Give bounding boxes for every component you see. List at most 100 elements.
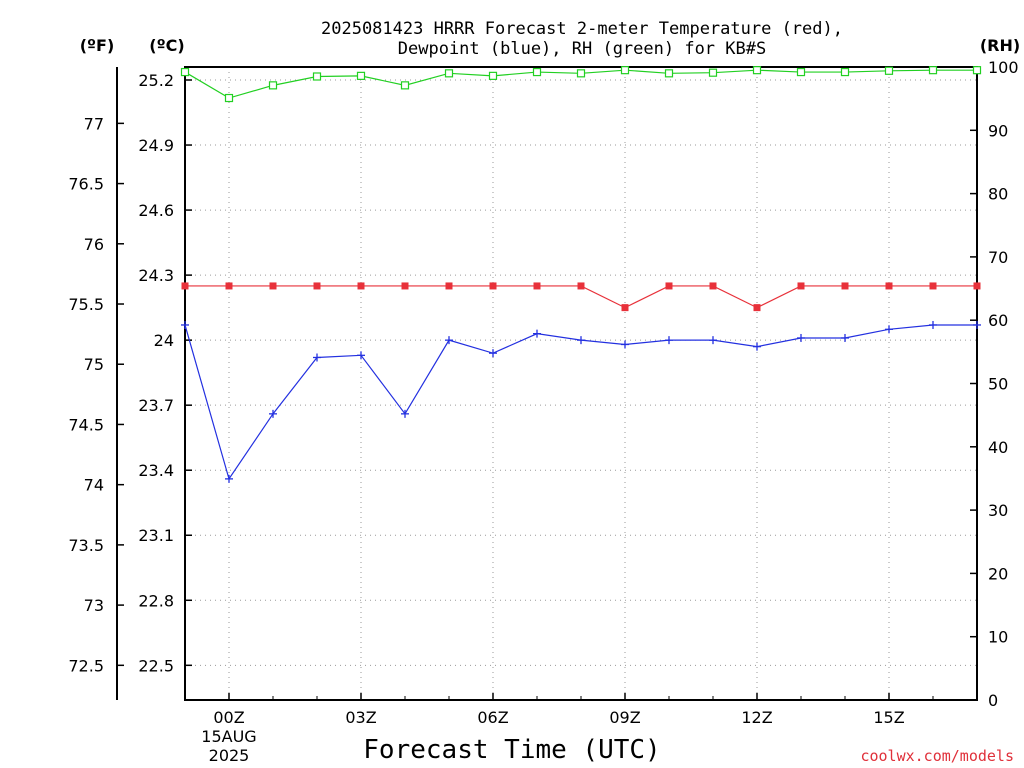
tick-labels: 25.2 24.9 24.6 24.3 24 23.7 23.4 23.1 22.8 22.5 77… [68, 58, 1018, 765]
celsius-unit-label: (ºC) [149, 36, 184, 55]
rh-tick-label: 70 [988, 248, 1008, 267]
data-point-marker [621, 340, 629, 349]
fahrenheit-tick-label: 73.5 [68, 536, 104, 555]
fahrenheit-tick-label: 72.5 [68, 656, 104, 675]
data-point-marker [313, 282, 321, 290]
fahrenheit-tick-label: 76.5 [68, 175, 104, 194]
data-point-marker [488, 71, 498, 80]
rh-tick-label: 40 [988, 438, 1008, 457]
x-tick-label: 09Z [609, 708, 640, 727]
data-point-marker [401, 409, 409, 418]
x-axis-label: Forecast Time (UTC) [363, 735, 660, 765]
celsius-tick-label: 24.6 [138, 201, 174, 220]
rh-tick-label: 0 [988, 691, 998, 710]
rh-tick-label: 60 [988, 311, 1008, 330]
data-point-marker [181, 320, 189, 329]
data-point-marker [708, 68, 718, 77]
data-point-marker [709, 336, 717, 345]
axes [116, 66, 978, 701]
data-point-marker [180, 67, 190, 77]
data-point-marker [620, 66, 630, 75]
celsius-tick-label: 25.2 [138, 71, 174, 90]
data-point-marker [621, 304, 629, 312]
data-point-marker [928, 66, 938, 75]
data-point-marker [752, 66, 762, 75]
fahrenheit-tick-label: 74.5 [68, 415, 104, 434]
fahrenheit-tick-label: 74 [84, 476, 104, 495]
rh-tick-label: 10 [988, 628, 1008, 647]
data-point-marker [489, 349, 497, 358]
x-tick-label: 03Z [345, 708, 376, 727]
data-point-marker [400, 81, 410, 90]
series-dewpoint [181, 320, 981, 483]
fahrenheit-tick-label: 75 [84, 355, 104, 374]
credit-link[interactable]: coolwx.com/models [860, 747, 1014, 765]
data-point-marker [532, 67, 542, 77]
fahrenheit-tick-label: 73 [84, 596, 104, 615]
data-point-marker [269, 282, 277, 290]
data-point-marker [181, 282, 189, 290]
x-tick-label: 06Z [477, 708, 508, 727]
data-point-marker [533, 282, 541, 290]
data-point-marker [753, 342, 761, 351]
celsius-tick-label: 23.7 [138, 396, 174, 415]
data-point-marker [885, 282, 893, 290]
x-tick-date-label: 15AUG [201, 727, 256, 746]
data-point-marker [973, 282, 981, 290]
celsius-tick-label: 24 [154, 331, 174, 350]
rh-tick-label: 80 [988, 185, 1008, 204]
data-point-marker [356, 71, 366, 80]
fahrenheit-tick-label: 75.5 [68, 295, 104, 314]
x-tick-label: 00Z [213, 708, 244, 727]
rh-unit-label: (RH) [980, 36, 1020, 55]
data-point-marker [841, 282, 849, 290]
chart-title-line2: Dewpoint (blue), RH (green) for KB#S [398, 39, 766, 59]
rh-tick-label: 30 [988, 501, 1008, 520]
data-point-marker [444, 69, 454, 78]
rh-tick-label: 100 [988, 58, 1019, 77]
x-tick-label: 12Z [741, 708, 772, 727]
data-point-marker [268, 81, 278, 90]
data-point-marker [929, 282, 937, 290]
plot-frame [184, 66, 978, 701]
grid-lines [185, 67, 977, 700]
data-point-marker [797, 333, 805, 342]
data-point-marker [577, 336, 585, 345]
data-point-marker [357, 282, 365, 290]
series-line-dewpoint [184, 324, 977, 481]
celsius-tick-label: 23.4 [138, 461, 174, 480]
data-point-marker [884, 66, 894, 75]
rh-tick-label: 90 [988, 121, 1008, 140]
data-point-marker [357, 351, 365, 360]
data-point-marker [841, 333, 849, 342]
data-point-marker [709, 282, 717, 290]
data-point-marker [577, 282, 585, 290]
data-point-marker [929, 320, 937, 329]
celsius-tick-label: 24.9 [138, 136, 174, 155]
x-tick-year-label: 2025 [209, 746, 250, 765]
series-temperature [181, 282, 981, 312]
data-point-marker [445, 282, 453, 290]
data-point-marker [973, 320, 981, 329]
data-point-marker [533, 329, 541, 338]
data-point-marker [225, 282, 233, 290]
series-rh [180, 66, 982, 103]
chart-title-line1: 2025081423 HRRR Forecast 2-meter Tempera… [321, 19, 843, 39]
rh-tick-label: 50 [988, 375, 1008, 394]
data-point-marker [753, 304, 761, 312]
data-point-marker [885, 325, 893, 334]
data-point-marker [445, 336, 453, 345]
celsius-tick-label: 22.5 [138, 656, 174, 675]
data-point-marker [665, 336, 673, 345]
data-point-marker [401, 282, 409, 290]
data-point-marker [972, 66, 982, 75]
rh-tick-label: 20 [988, 564, 1008, 583]
data-point-marker [225, 474, 233, 483]
data-point-marker [224, 93, 234, 103]
data-point-marker [664, 69, 674, 78]
x-tick-label: 15Z [873, 708, 904, 727]
data-point-marker [665, 282, 673, 290]
celsius-tick-label: 23.1 [138, 526, 174, 545]
fahrenheit-unit-label: (ºF) [80, 36, 115, 55]
